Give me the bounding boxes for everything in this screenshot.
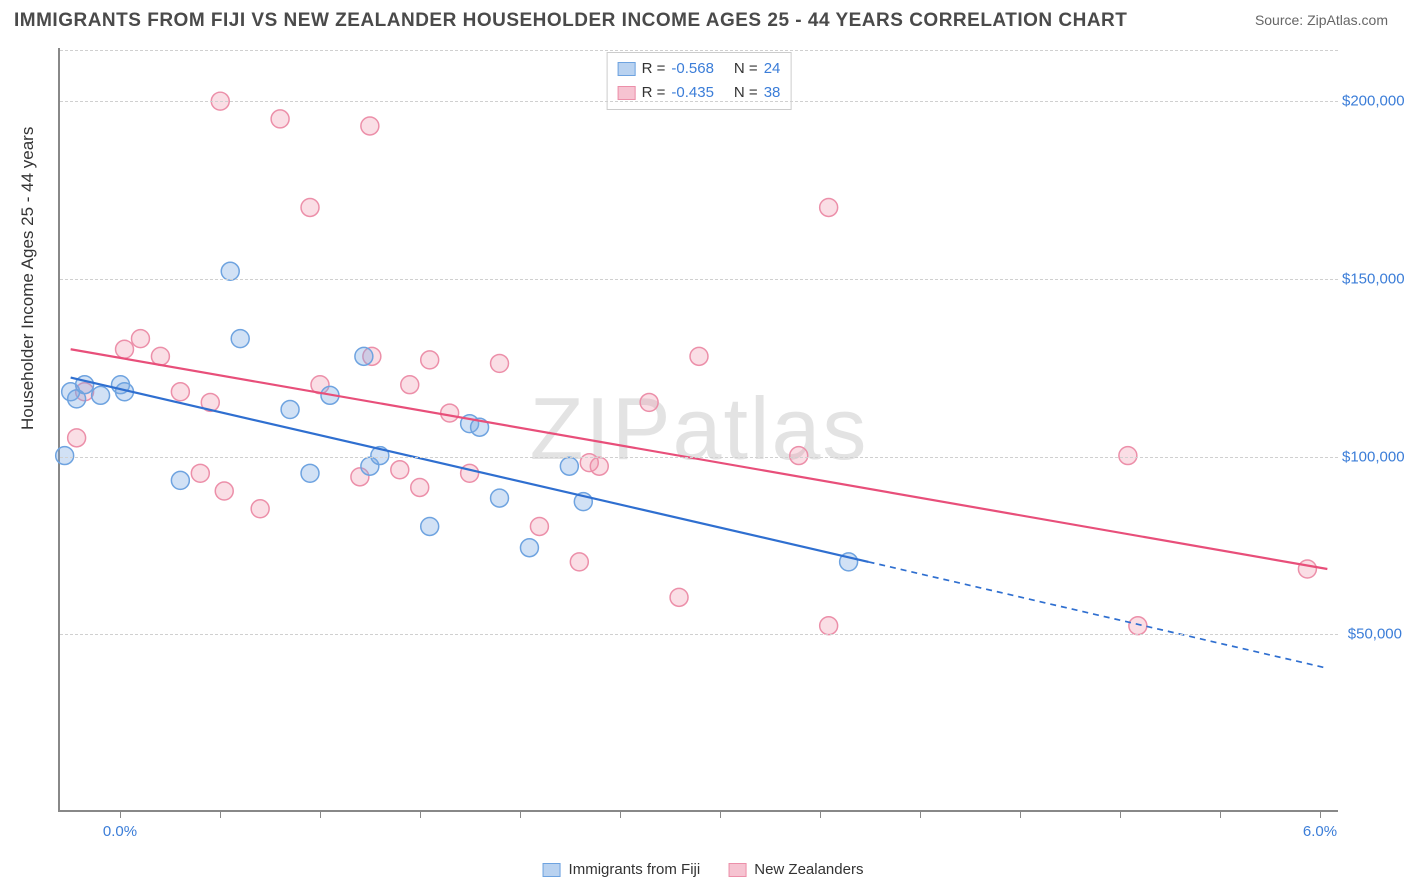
gridline [60, 50, 1338, 51]
x-tick-label-right: 6.0% [1303, 823, 1337, 840]
y-tick-label: $200,000 [1342, 93, 1402, 110]
trend-line-dashed [869, 562, 1328, 668]
scatter-point [361, 117, 379, 135]
n-label: N = [734, 57, 758, 81]
scatter-point [640, 393, 658, 411]
scatter-point [820, 199, 838, 217]
scatter-point [411, 479, 429, 497]
legend-swatch [618, 86, 636, 100]
y-tick-label: $100,000 [1342, 448, 1402, 465]
gridline [60, 279, 1338, 280]
scatter-point [191, 464, 209, 482]
bottom-legend-label: New Zealanders [754, 861, 863, 878]
scatter-point [530, 517, 548, 535]
gridline [60, 457, 1338, 458]
x-tick [720, 810, 721, 818]
scatter-point [171, 383, 189, 401]
n-value: 24 [764, 57, 781, 81]
source-value: ZipAtlas.com [1307, 12, 1388, 28]
gridline [60, 101, 1338, 102]
scatter-point [520, 539, 538, 557]
scatter-point [491, 489, 509, 507]
scatter-point [1129, 617, 1147, 635]
scatter-point [590, 457, 608, 475]
x-tick [620, 810, 621, 818]
scatter-point [171, 471, 189, 489]
x-tick [220, 810, 221, 818]
bottom-legend-label: Immigrants from Fiji [569, 861, 701, 878]
trend-line [71, 349, 1328, 569]
x-tick-label-left: 0.0% [103, 823, 137, 840]
x-tick [1220, 810, 1221, 818]
scatter-point [281, 401, 299, 419]
bottom-legend-item: Immigrants from Fiji [543, 861, 701, 878]
legend-swatch [728, 863, 746, 877]
bottom-legend: Immigrants from Fiji New Zealanders [543, 861, 864, 878]
scatter-point [301, 464, 319, 482]
scatter-point [401, 376, 419, 394]
source-label: Source: [1255, 12, 1307, 28]
scatter-point [231, 330, 249, 348]
scatter-point [215, 482, 233, 500]
scatter-point [1119, 447, 1137, 465]
scatter-point [271, 110, 289, 128]
scatter-point [570, 553, 588, 571]
scatter-point [820, 617, 838, 635]
y-tick-label: $50,000 [1342, 626, 1402, 643]
scatter-point [131, 330, 149, 348]
y-tick-label: $150,000 [1342, 270, 1402, 287]
scatter-point [116, 340, 134, 358]
x-tick [1120, 810, 1121, 818]
scatter-point [690, 347, 708, 365]
x-tick [120, 810, 121, 818]
chart-title: IMMIGRANTS FROM FIJI VS NEW ZEALANDER HO… [14, 10, 1127, 32]
scatter-point [92, 386, 110, 404]
scatter-point [301, 199, 319, 217]
bottom-legend-item: New Zealanders [728, 861, 863, 878]
x-tick [320, 810, 321, 818]
scatter-point [1298, 560, 1316, 578]
scatter-point [68, 429, 86, 447]
scatter-point [560, 457, 578, 475]
stats-legend-row: R =-0.568 N =24 [618, 57, 781, 81]
y-axis-label: Householder Income Ages 25 - 44 years [18, 127, 38, 430]
scatter-point [421, 517, 439, 535]
scatter-point [461, 464, 479, 482]
scatter-point [391, 461, 409, 479]
scatter-point [355, 347, 373, 365]
scatter-point [421, 351, 439, 369]
scatter-point [491, 354, 509, 372]
r-label: R = [642, 57, 666, 81]
chart-container: IMMIGRANTS FROM FIJI VS NEW ZEALANDER HO… [0, 0, 1406, 892]
x-tick [820, 810, 821, 818]
plot-area: ZIPatlas R =-0.568N =24R =-0.435N =38 $5… [58, 48, 1338, 812]
x-tick [1020, 810, 1021, 818]
gridline [60, 634, 1338, 635]
scatter-point [56, 447, 74, 465]
trend-line [71, 378, 869, 562]
x-tick [520, 810, 521, 818]
scatter-point [790, 447, 808, 465]
source-attribution: Source: ZipAtlas.com [1255, 12, 1388, 28]
legend-swatch [618, 62, 636, 76]
scatter-point [441, 404, 459, 422]
x-tick [920, 810, 921, 818]
scatter-point [670, 588, 688, 606]
scatter-point [251, 500, 269, 518]
scatter-point [221, 262, 239, 280]
x-tick [1320, 810, 1321, 818]
scatter-point [151, 347, 169, 365]
x-tick [420, 810, 421, 818]
r-value: -0.568 [671, 57, 714, 81]
chart-svg [60, 48, 1338, 810]
legend-swatch [543, 863, 561, 877]
